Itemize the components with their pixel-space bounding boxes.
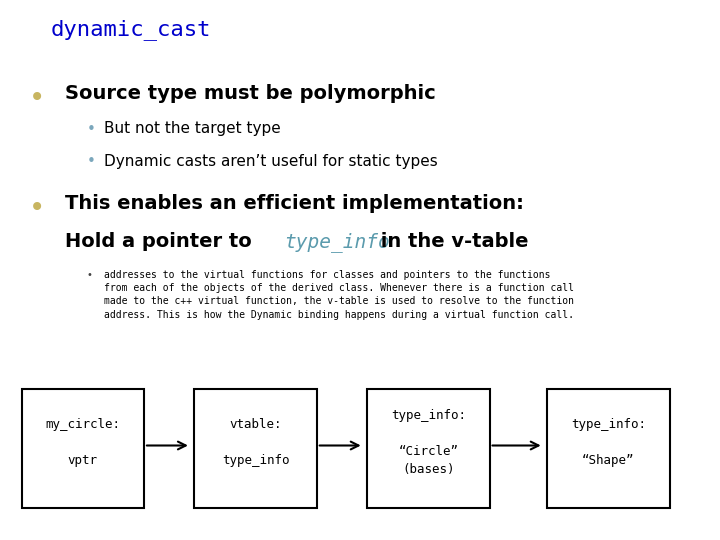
Text: Hold a pointer to: Hold a pointer to [65,232,258,251]
Text: •: • [29,84,45,112]
Text: •: • [86,154,95,169]
FancyBboxPatch shape [194,389,317,508]
Text: But not the target type: But not the target type [104,122,281,137]
Text: •: • [29,194,45,222]
Text: type_info:

“Shape”: type_info: “Shape” [571,418,646,467]
FancyBboxPatch shape [367,389,490,508]
Text: This enables an efficient implementation:: This enables an efficient implementation… [65,194,523,213]
FancyBboxPatch shape [22,389,144,508]
Text: Dynamic casts aren’t useful for static types: Dynamic casts aren’t useful for static t… [104,154,438,169]
Text: addresses to the virtual functions for classes and pointers to the functions
fro: addresses to the virtual functions for c… [104,270,575,320]
Text: Source type must be polymorphic: Source type must be polymorphic [65,84,436,103]
Text: •: • [86,270,92,280]
Text: in the v-table: in the v-table [374,232,529,251]
Text: type_info: type_info [284,232,390,252]
Text: vtable:

type_info: vtable: type_info [222,418,289,467]
FancyBboxPatch shape [547,389,670,508]
Text: type_info:

“Circle”
(bases): type_info: “Circle” (bases) [391,409,466,476]
Text: •: • [86,122,95,137]
Text: dynamic_cast: dynamic_cast [50,19,211,40]
Text: my_circle:

vptr: my_circle: vptr [45,418,120,467]
